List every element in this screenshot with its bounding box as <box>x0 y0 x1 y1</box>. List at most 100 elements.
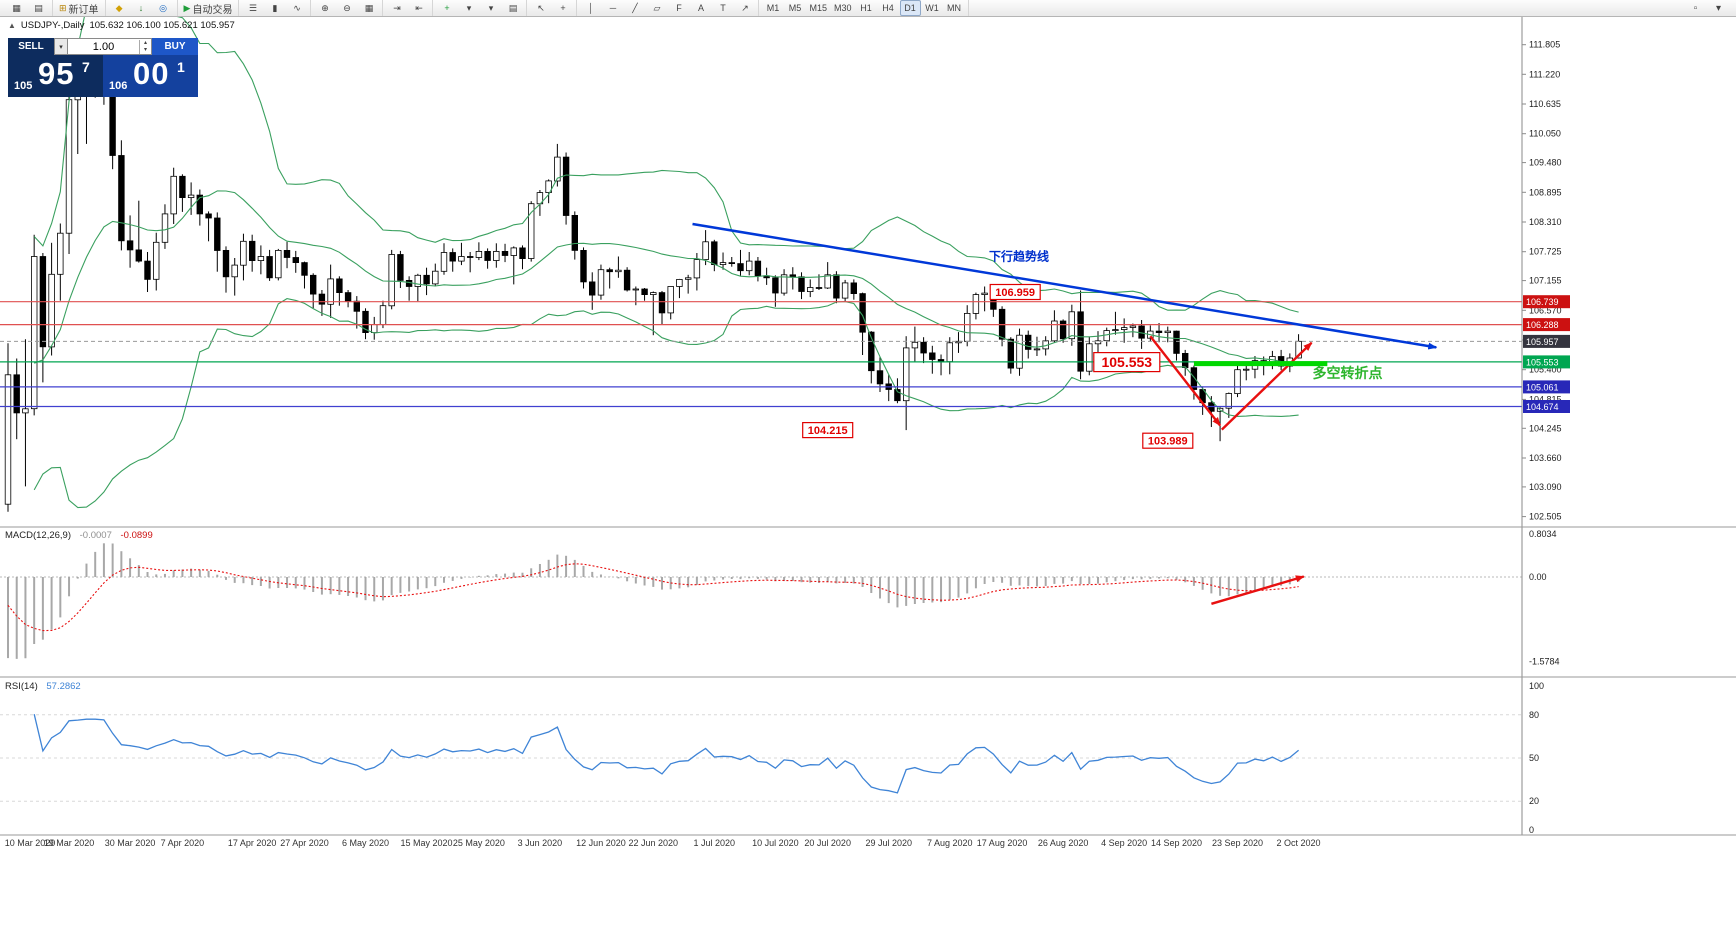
volume-dropdown-icon[interactable]: ▾ <box>54 38 68 55</box>
one-click-collapse-icon[interactable]: ▲ <box>8 21 16 30</box>
tf-m15-label: M15 <box>809 3 827 13</box>
volume-up-icon[interactable]: ▴ <box>143 39 147 46</box>
chart-candles[interactable]: ▮ <box>264 0 285 16</box>
date-label: 1 Jul 2020 <box>694 838 736 848</box>
label-tool[interactable]: T <box>712 0 733 16</box>
autotrading-button-label: 自动交易 <box>192 4 233 16</box>
market[interactable]: ↓ <box>131 0 152 16</box>
red-arrow-2[interactable] <box>1220 341 1313 431</box>
tf-m15[interactable]: M15 <box>806 0 830 16</box>
chart-shift-icon: ⇤ <box>415 2 423 13</box>
date-label: 4 Sep 2020 <box>1101 838 1147 848</box>
price-axis[interactable]: 111.805 111.220 110.635 110.050 109.480 108.8… <box>1522 40 1570 835</box>
buy-price-display[interactable]: 106 00 1 <box>103 55 198 97</box>
channel-icon: ▱ <box>653 2 661 13</box>
date-label: 23 Sep 2020 <box>1212 838 1263 848</box>
price-tag-box[interactable] <box>802 422 854 439</box>
periods-icon: ▾ <box>488 2 494 13</box>
date-label: 22 Jun 2020 <box>629 838 679 848</box>
axis-badge-label: 105.553 <box>1526 357 1559 367</box>
chart-bars-icon: ☰ <box>248 2 257 13</box>
trendline-tool[interactable]: ╱ <box>624 0 645 16</box>
toolbar-group: ◆ ↓ ◎ <box>106 0 178 16</box>
undock[interactable]: ▫ <box>1693 2 1698 14</box>
new-order-button[interactable]: ⊞ 新订单 <box>56 0 102 16</box>
indicators-list[interactable]: ▾ <box>458 0 479 16</box>
tf-m30[interactable]: M30 <box>831 0 855 16</box>
rsi-scale-label: 100 <box>1529 681 1544 691</box>
macd-arrow[interactable] <box>1211 575 1305 605</box>
vertical-line[interactable]: │ <box>580 0 601 16</box>
tf-d1-label: D1 <box>904 3 916 13</box>
fibonacci[interactable]: F <box>668 0 689 16</box>
axis-badge <box>1523 355 1570 369</box>
red-arrow-1[interactable] <box>1149 335 1222 427</box>
templates[interactable]: ▤ <box>502 0 523 16</box>
macd-scale-label: -1.5784 <box>1529 656 1560 666</box>
tf-m5-label: M5 <box>788 3 802 13</box>
auto-scroll[interactable]: ⇥ <box>386 0 407 16</box>
tf-h4[interactable]: H4 <box>878 0 899 16</box>
horizontal-line[interactable]: ─ <box>602 0 623 16</box>
tf-d1[interactable]: D1 <box>899 0 921 16</box>
price-axis-background <box>1522 17 1736 835</box>
date-label: 7 Apr 2020 <box>161 838 205 848</box>
indicators[interactable]: + <box>436 0 457 16</box>
sell-price-display[interactable]: 105 95 7 <box>8 55 103 97</box>
metaeditor[interactable]: ◆ <box>109 0 130 16</box>
chart-line[interactable]: ∿ <box>286 0 307 16</box>
signals[interactable]: ◎ <box>153 0 174 16</box>
templates-icon: ▤ <box>508 2 518 13</box>
tf-h1[interactable]: H1 <box>856 0 877 16</box>
sell-button[interactable]: SELL <box>8 38 54 55</box>
arrows-tool[interactable]: ↗ <box>734 0 755 16</box>
tile-windows[interactable]: ▦ <box>358 0 379 16</box>
date-label: 30 Mar 2020 <box>105 838 156 848</box>
indicators-list-icon: ▾ <box>466 2 472 13</box>
chart-bars[interactable]: ☰ <box>242 0 263 16</box>
zoom-out[interactable]: ⊖ <box>336 0 357 16</box>
price-tick-label: 111.805 <box>1529 40 1560 50</box>
toolbar-group: ⊕ ⊖ ▦ <box>311 0 384 16</box>
toolbar-group: ⇥ ⇤ <box>383 0 434 16</box>
date-label: 17 Apr 2020 <box>228 838 277 848</box>
tf-m1[interactable]: M1 <box>762 0 783 16</box>
tf-m5[interactable]: M5 <box>784 0 805 16</box>
new-order-button-label: 新订单 <box>68 4 99 16</box>
crosshair[interactable]: + <box>552 0 573 16</box>
buy-button[interactable]: BUY <box>152 38 198 55</box>
more[interactable]: ▾ <box>1715 2 1722 14</box>
chart-profiles[interactable]: ▤ <box>28 0 49 16</box>
chart-canvas[interactable]: 下行趋势线多空转折点106.959105.553104.215103.98911… <box>0 17 1736 946</box>
autotrading-button[interactable]: ▶ 自动交易 <box>181 0 236 16</box>
tf-mn[interactable]: MN <box>944 0 965 16</box>
volume-down-icon[interactable]: ▾ <box>143 46 147 53</box>
cursor[interactable]: ↖ <box>530 0 551 16</box>
periods[interactable]: ▾ <box>480 0 501 16</box>
date-label: 12 Jun 2020 <box>576 838 626 848</box>
rsi-scale-label: 20 <box>1529 796 1539 806</box>
downtrend-line[interactable] <box>692 222 1438 350</box>
date-label: 14 Sep 2020 <box>1151 838 1202 848</box>
price-tag-box[interactable] <box>1093 352 1161 373</box>
charts-window[interactable]: ▦ <box>6 0 27 16</box>
price-tick-label: 103.660 <box>1529 453 1562 463</box>
sell-price-point: 7 <box>82 59 90 75</box>
axis-badge <box>1523 380 1570 394</box>
zoom-in-icon: ⊕ <box>321 2 329 13</box>
horizontal-line-icon: ─ <box>609 2 617 13</box>
chart-shift[interactable]: ⇤ <box>408 0 429 16</box>
tf-w1[interactable]: W1 <box>922 0 943 16</box>
text-tool[interactable]: A <box>690 0 711 16</box>
channel[interactable]: ▱ <box>646 0 667 16</box>
price-tag-text: 103.989 <box>1148 436 1188 448</box>
price-tag-box[interactable] <box>989 283 1041 301</box>
volume-input[interactable]: 1.00 ▴ ▾ <box>68 38 152 55</box>
rsi-scale-label: 50 <box>1529 753 1539 763</box>
tf-h4-label: H4 <box>882 3 894 13</box>
price-tag-box[interactable] <box>1142 432 1194 449</box>
zoom-in[interactable]: ⊕ <box>314 0 335 16</box>
indicators-icon: + <box>444 2 450 13</box>
